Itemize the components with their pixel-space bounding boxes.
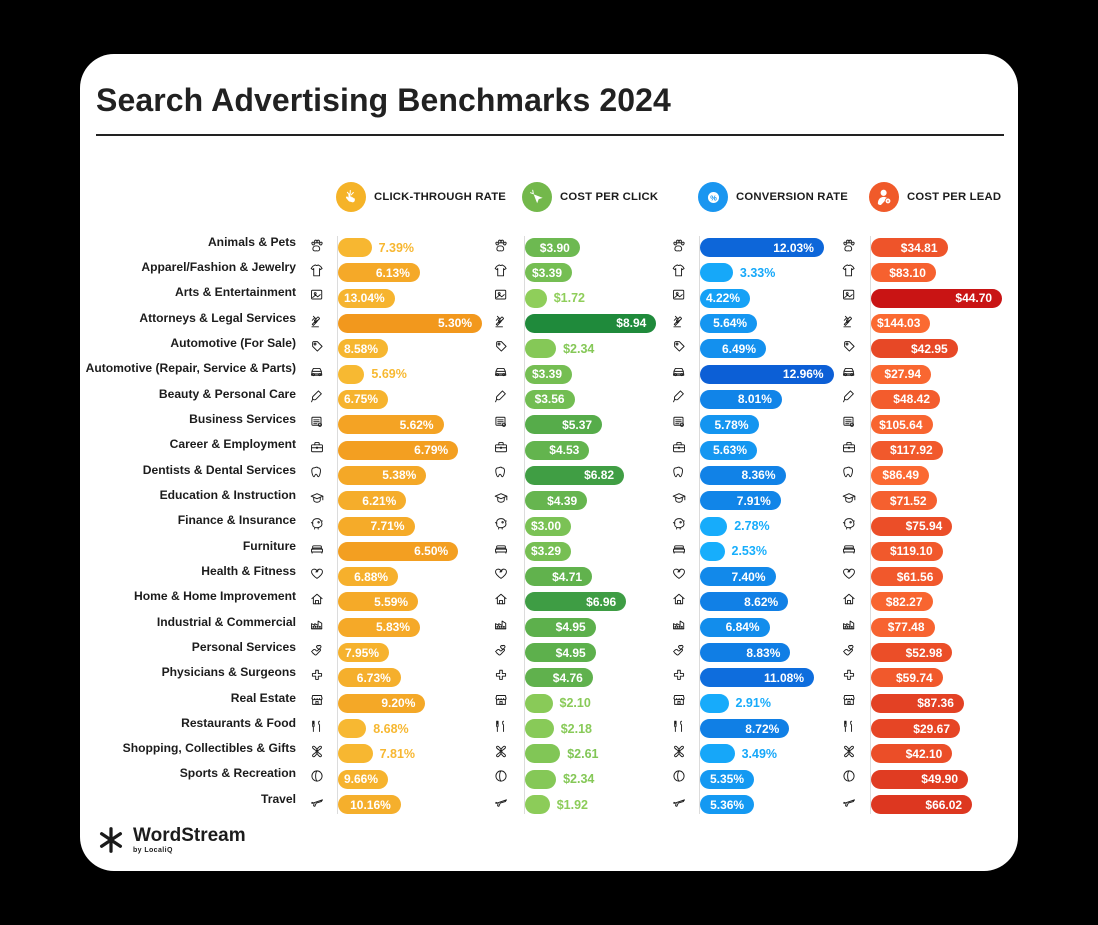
svg-text:%: % [710, 193, 717, 202]
